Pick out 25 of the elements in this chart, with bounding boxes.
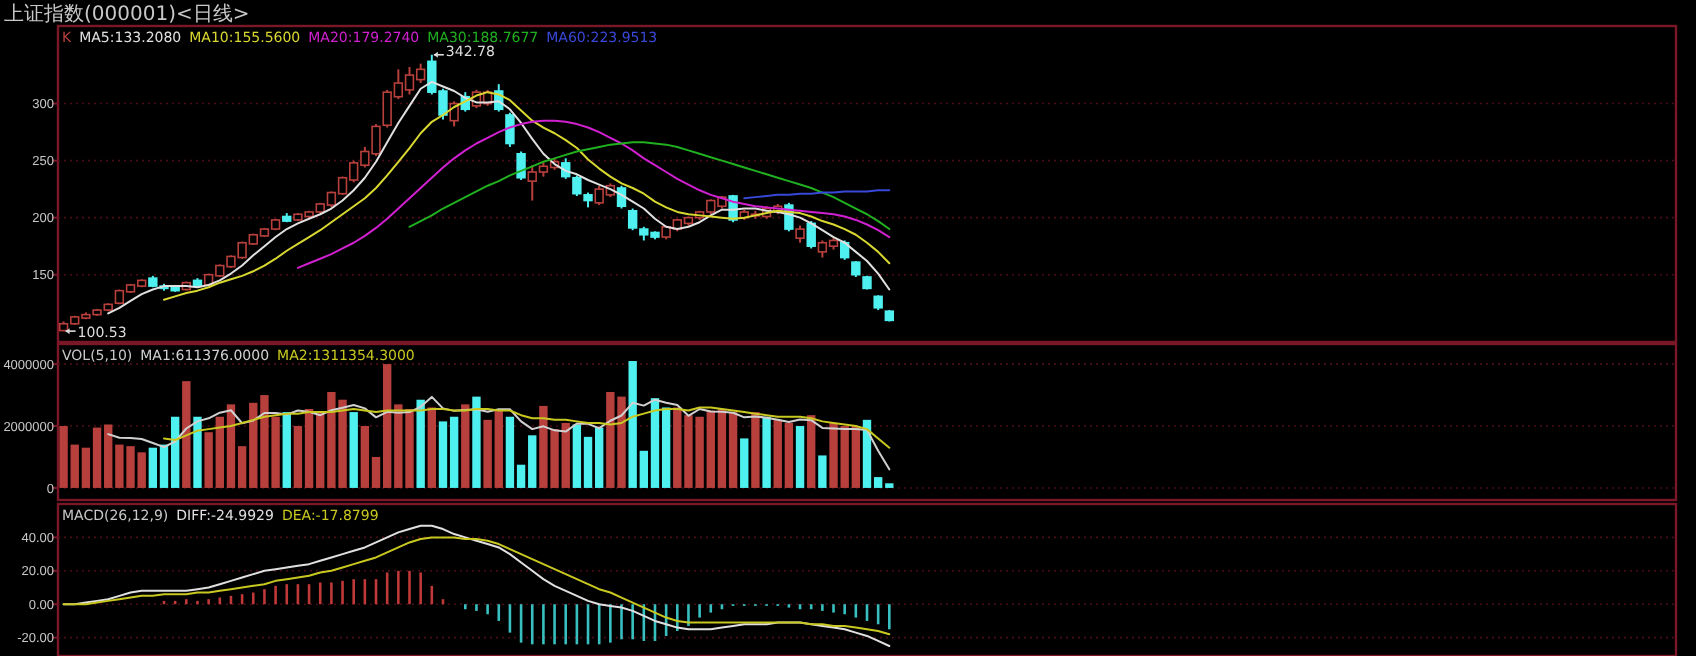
chart-title: 上证指数(000001)<日线> [4,2,250,26]
bar [818,455,827,488]
bar [740,438,749,488]
line-series [296,119,891,269]
bar [751,412,760,488]
bar [349,412,358,488]
line-series [107,395,891,471]
bar [807,415,816,488]
bar [427,407,436,488]
bar [461,404,470,488]
line-series [62,536,891,636]
line-series [163,91,891,301]
candlestick [449,100,459,128]
bar [762,416,771,488]
bar [282,412,291,488]
candlestick [572,174,582,197]
candlestick [516,150,526,182]
bar [182,381,191,488]
line-series [163,406,891,449]
candlestick [505,111,515,148]
bar [795,426,805,488]
bar [193,416,202,488]
bar [472,396,481,488]
bar [416,399,425,488]
line-series [408,141,891,231]
